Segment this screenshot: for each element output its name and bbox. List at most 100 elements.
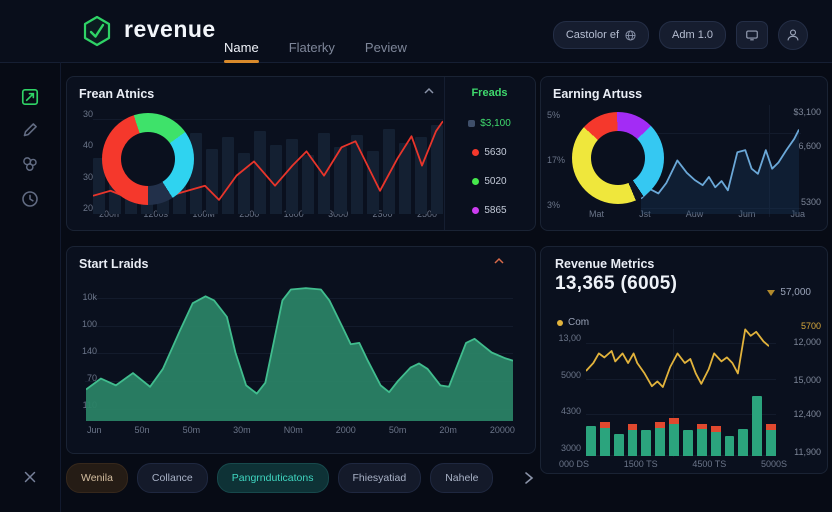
panel-title: Earning Artuss [553, 87, 643, 101]
chevron-up-icon[interactable] [423, 87, 435, 95]
bar [205, 149, 218, 214]
y-tick: 30 [82, 109, 93, 119]
bar [253, 131, 267, 214]
panel-title: Revenue Metrics [555, 257, 655, 271]
legend-title: Freads [471, 87, 508, 99]
x-tick: 50m [182, 425, 201, 435]
y-tick: 3% [547, 200, 561, 210]
gridline [586, 379, 776, 380]
sidebar-item-modules[interactable] [19, 153, 41, 175]
x-tick: 100M [192, 209, 215, 219]
bar [613, 433, 624, 456]
chip-pangrnduticatons[interactable]: Pangrnduticatons [216, 463, 329, 493]
bar [302, 155, 315, 214]
y-tick: 13,00 [558, 333, 581, 343]
x-tick: Jum [738, 209, 756, 219]
bar [586, 426, 596, 456]
y-tick: 17% [547, 155, 566, 165]
version-button-label: Adm 1.0 [672, 29, 713, 41]
chip-wenila[interactable]: Wenila [66, 463, 128, 493]
bar [398, 143, 411, 214]
donut-chart [102, 113, 194, 205]
y-tick-right: 5700 [800, 321, 821, 331]
bar [655, 422, 666, 456]
bar [710, 426, 721, 456]
y-axis: 30 40 30 20 [73, 109, 93, 213]
bar-cap [710, 426, 721, 433]
filter-chips: Wenila Collance Pangrnduticatons Fhiesya… [66, 463, 538, 493]
bar-chart [586, 371, 777, 456]
y-axis-left: 13,00 5000 4300 3000 [547, 333, 581, 453]
x-tick: N0m [283, 425, 303, 435]
gridline [586, 414, 776, 415]
x-tick: 20m [439, 425, 457, 435]
user-avatar[interactable] [778, 20, 808, 50]
x-tick: 2500 [416, 209, 437, 219]
version-button[interactable]: Adm 1.0 [659, 21, 726, 49]
dashboard-icon [20, 87, 40, 107]
bar [724, 435, 735, 456]
bar [641, 429, 652, 456]
x-tick: 2000 [335, 425, 356, 435]
topbar-actions: Castolor ef Adm 1.0 [552, 20, 808, 50]
castolor-button-label: Castolor ef [565, 29, 620, 41]
line-chart [586, 323, 769, 403]
legend-value: 5865 [484, 204, 507, 216]
bar-cap [766, 423, 777, 430]
topbar-nav: Name Flaterky Peview [224, 40, 407, 63]
monitor-icon [745, 28, 759, 42]
chip-fhiesyatiad[interactable]: Fhiesyatiad [337, 463, 422, 493]
bar [766, 423, 777, 456]
x-tick: 50n [134, 425, 150, 435]
bar [738, 428, 749, 456]
puzzle-icon [20, 154, 40, 174]
castolor-button[interactable]: Castolor ef [552, 21, 650, 49]
panel-revenue-metrics: Revenue Metrics 13,365 (6005) 57,000 Com… [540, 246, 828, 474]
sidebar-item-history[interactable] [19, 188, 41, 210]
value-label: 6,600 [798, 141, 821, 151]
bar [221, 137, 234, 214]
legend-dot [557, 319, 563, 326]
legend-dot [472, 177, 480, 185]
clock-icon [20, 189, 40, 209]
sidebar-item-dashboard[interactable] [19, 86, 41, 108]
legend-value: 5020 [484, 175, 507, 187]
y-tick: 40 [82, 140, 93, 151]
value-label: $3,100 [793, 107, 821, 117]
bar [334, 147, 347, 214]
legend-com: Com [557, 317, 589, 328]
nav-item-flaterky[interactable]: Flaterky [288, 40, 335, 55]
sidebar-item-edit[interactable] [19, 119, 41, 141]
panel-title: Frean Atnics [79, 87, 155, 101]
bar [237, 153, 250, 214]
nav-item-peview[interactable]: Peview [364, 40, 407, 55]
chevron-up-icon[interactable] [493, 257, 505, 265]
value-label: 5300 [800, 197, 821, 207]
bar-cap [696, 423, 707, 429]
bar [752, 395, 763, 456]
sidebar-close-button[interactable] [19, 466, 41, 488]
bar [270, 145, 283, 214]
x-axis: Mat Jst Auw Jum Jua [589, 209, 805, 219]
topbar: revenue Name Flaterky Peview Castolor ef… [0, 0, 832, 63]
monitor-button[interactable] [736, 21, 768, 49]
y-tick-right: 12,000 [793, 337, 821, 347]
donut-hole [591, 131, 645, 185]
x-axis: 000 DS 1500 TS 4500 TS 5000S [559, 459, 787, 469]
chip-nahele[interactable]: Nahele [430, 463, 494, 493]
chevron-right-icon[interactable] [520, 469, 538, 487]
gridline [586, 343, 776, 344]
bar [683, 429, 693, 456]
bar [366, 151, 379, 214]
donut-hole [121, 132, 175, 186]
nav-item-name[interactable]: Name [224, 40, 259, 63]
x-tick: Jun [87, 425, 102, 435]
chip-collance[interactable]: Collance [136, 463, 208, 493]
y-tick: 5% [547, 110, 561, 120]
brand-logo-icon[interactable] [80, 14, 114, 48]
x-tick: 200n [99, 209, 120, 219]
x-tick: 30m [233, 425, 251, 435]
x-tick: 1600 [283, 209, 304, 219]
sidebar [0, 62, 61, 512]
donut-chart [572, 112, 664, 204]
